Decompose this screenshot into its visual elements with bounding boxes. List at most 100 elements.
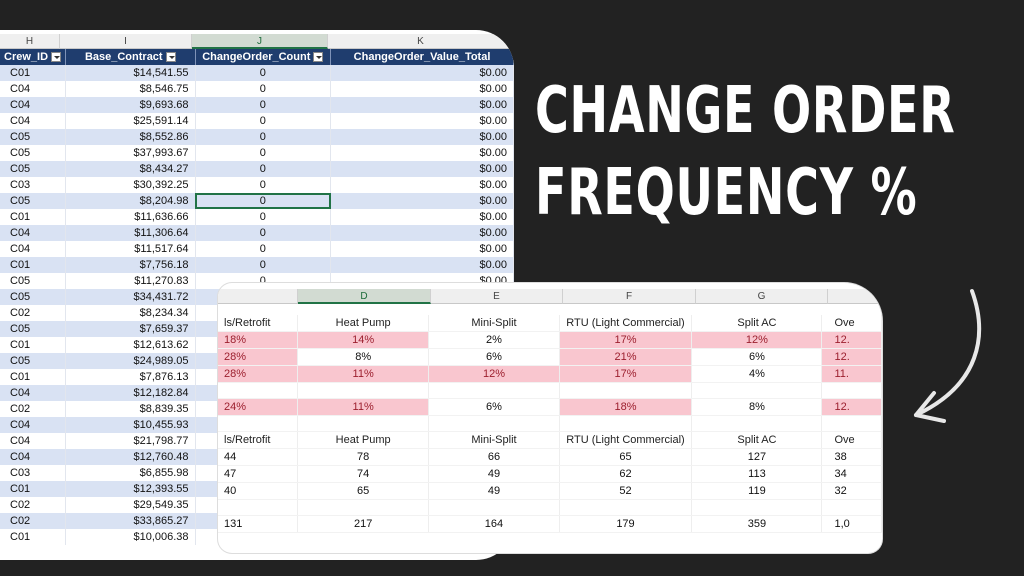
- base-contract-cell[interactable]: $7,659.37: [65, 321, 196, 337]
- grid-cell[interactable]: 14%: [297, 331, 430, 349]
- changeorder-count-cell[interactable]: 0: [195, 161, 332, 177]
- base-contract-cell[interactable]: $12,393.55: [65, 481, 196, 497]
- crew-id-cell[interactable]: C02: [0, 305, 67, 321]
- grid-cell[interactable]: [428, 382, 560, 399]
- changeorder-count-cell[interactable]: 0: [195, 113, 332, 129]
- base-contract-cell[interactable]: $11,270.83: [65, 273, 196, 289]
- crew-id-cell[interactable]: C01: [0, 529, 67, 545]
- column-letter[interactable]: K: [328, 34, 514, 49]
- changeorder-value-cell[interactable]: $0.00: [330, 113, 514, 129]
- grid-cell[interactable]: 119: [691, 482, 823, 500]
- grid-cell[interactable]: [821, 499, 882, 516]
- grid-cell[interactable]: 17%: [559, 365, 693, 383]
- grid-cell[interactable]: 11%: [297, 398, 430, 416]
- crew-id-cell[interactable]: C05: [0, 161, 67, 177]
- grid-cell[interactable]: 17%: [559, 331, 693, 349]
- filter-dropdown-icon[interactable]: [51, 52, 62, 63]
- crew-id-cell[interactable]: C04: [0, 97, 67, 113]
- grid-cell[interactable]: Ove: [821, 431, 882, 449]
- grid-cell[interactable]: 179: [559, 515, 693, 533]
- changeorder-value-cell[interactable]: $0.00: [330, 257, 514, 273]
- changeorder-value-cell[interactable]: $0.00: [330, 145, 514, 161]
- crew-id-cell[interactable]: C04: [0, 81, 67, 97]
- grid-cell[interactable]: Split AC: [691, 315, 823, 332]
- crew-id-cell[interactable]: C05: [0, 129, 67, 145]
- grid-cell[interactable]: 4%: [691, 365, 823, 383]
- crew-id-cell[interactable]: C04: [0, 385, 67, 401]
- grid-cell[interactable]: Mini-Split: [428, 431, 560, 449]
- base-contract-cell[interactable]: $8,204.98: [65, 193, 196, 209]
- base-contract-cell[interactable]: $8,552.86: [65, 129, 196, 145]
- filter-dropdown-icon[interactable]: [313, 52, 324, 63]
- changeorder-value-cell[interactable]: $0.00: [330, 177, 514, 193]
- grid-cell[interactable]: 8%: [691, 398, 823, 416]
- grid-cell[interactable]: 18%: [559, 398, 693, 416]
- grid-cell[interactable]: 78: [297, 448, 430, 466]
- base-contract-cell[interactable]: $33,865.27: [65, 513, 196, 529]
- header-changeorder-value-total[interactable]: ChangeOrder_Value_Total: [330, 49, 514, 65]
- grid-cell[interactable]: 24%: [218, 398, 298, 416]
- crew-id-cell[interactable]: C05: [0, 321, 67, 337]
- base-contract-cell[interactable]: $8,234.34: [65, 305, 196, 321]
- column-letter[interactable]: J: [192, 34, 328, 49]
- column-letter[interactable]: E: [431, 289, 563, 304]
- base-contract-cell[interactable]: $12,613.62: [65, 337, 196, 353]
- empty-cell[interactable]: [297, 415, 430, 432]
- grid-cell[interactable]: 217: [297, 515, 430, 533]
- crew-id-cell[interactable]: C04: [0, 449, 67, 465]
- column-letter[interactable]: H: [0, 34, 60, 49]
- crew-id-cell[interactable]: C04: [0, 113, 67, 129]
- grid-cell[interactable]: 52: [559, 482, 693, 500]
- grid-cell[interactable]: ls/Retrofit: [218, 315, 298, 332]
- changeorder-value-cell[interactable]: $0.00: [330, 81, 514, 97]
- grid-cell[interactable]: 34: [821, 465, 882, 483]
- grid-cell[interactable]: [297, 499, 430, 516]
- grid-cell[interactable]: 11%: [297, 365, 430, 383]
- crew-id-cell[interactable]: C04: [0, 417, 67, 433]
- grid-cell[interactable]: 28%: [218, 365, 298, 383]
- header-crew-id[interactable]: Crew_ID: [0, 49, 67, 65]
- changeorder-count-cell[interactable]: 0: [195, 129, 332, 145]
- changeorder-value-cell[interactable]: $0.00: [330, 129, 514, 145]
- grid-cell[interactable]: 2%: [428, 331, 560, 349]
- base-contract-cell[interactable]: $7,756.18: [65, 257, 196, 273]
- crew-id-cell[interactable]: C01: [0, 257, 67, 273]
- base-contract-cell[interactable]: $12,182.84: [65, 385, 196, 401]
- crew-id-cell[interactable]: C05: [0, 353, 67, 369]
- changeorder-count-cell[interactable]: 0: [195, 145, 332, 161]
- base-contract-cell[interactable]: $25,591.14: [65, 113, 196, 129]
- grid-cell[interactable]: Split AC: [691, 431, 823, 449]
- grid-cell[interactable]: 1,0: [821, 515, 882, 533]
- column-letter[interactable]: F: [563, 289, 696, 304]
- changeorder-value-cell[interactable]: $0.00: [330, 225, 514, 241]
- grid-cell[interactable]: [691, 499, 823, 516]
- base-contract-cell[interactable]: $8,434.27: [65, 161, 196, 177]
- crew-id-cell[interactable]: C04: [0, 241, 67, 257]
- changeorder-value-cell[interactable]: $0.00: [330, 241, 514, 257]
- base-contract-cell[interactable]: $9,693.68: [65, 97, 196, 113]
- grid-cell[interactable]: Ove: [821, 315, 882, 332]
- grid-cell[interactable]: 65: [559, 448, 693, 466]
- grid-cell[interactable]: 113: [691, 465, 823, 483]
- empty-cell[interactable]: [428, 415, 560, 432]
- grid-cell[interactable]: 8%: [297, 348, 430, 366]
- grid-cell[interactable]: [559, 499, 693, 516]
- changeorder-count-cell[interactable]: 0: [195, 241, 332, 257]
- column-letter[interactable]: G: [696, 289, 828, 304]
- crew-id-cell[interactable]: C03: [0, 177, 67, 193]
- crew-id-cell[interactable]: C05: [0, 193, 67, 209]
- crew-id-cell[interactable]: C02: [0, 513, 67, 529]
- crew-id-cell[interactable]: C05: [0, 273, 67, 289]
- grid-cell[interactable]: 6%: [428, 348, 560, 366]
- grid-cell[interactable]: 11.: [821, 365, 882, 383]
- empty-cell[interactable]: [218, 415, 298, 432]
- base-contract-cell[interactable]: $24,989.05: [65, 353, 196, 369]
- base-contract-cell[interactable]: $12,760.48: [65, 449, 196, 465]
- empty-cell[interactable]: [559, 415, 693, 432]
- crew-id-cell[interactable]: C04: [0, 433, 67, 449]
- base-contract-cell[interactable]: $30,392.25: [65, 177, 196, 193]
- filter-dropdown-icon[interactable]: [165, 52, 176, 63]
- base-contract-cell[interactable]: $7,876.13: [65, 369, 196, 385]
- grid-cell[interactable]: 6%: [428, 398, 560, 416]
- grid-cell[interactable]: Mini-Split: [428, 315, 560, 332]
